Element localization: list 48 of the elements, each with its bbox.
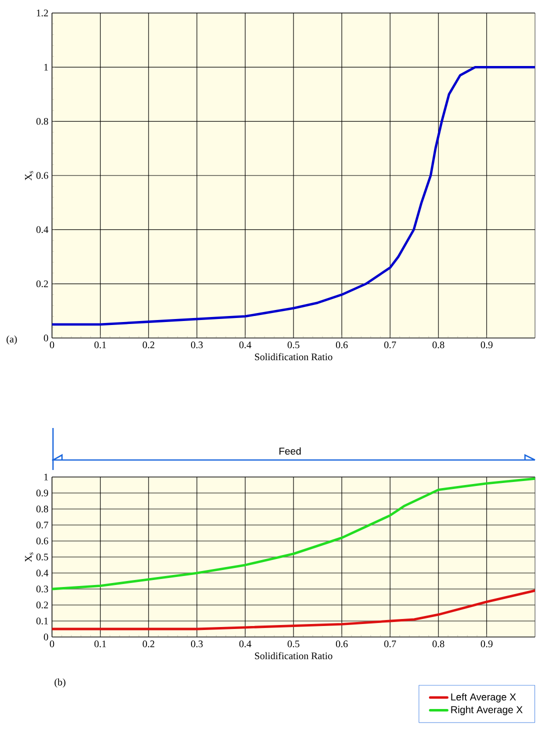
legend-label: Right Average X [451, 706, 523, 716]
y-axis-title: X$_{s}$ [25, 171, 34, 180]
x-tick-label: 0.5 [288, 342, 300, 348]
x-tick-label: 0.6 [336, 342, 348, 348]
y-tick-label: 0 [44, 634, 48, 640]
y-axis-title: X$_{s}$ [25, 552, 34, 562]
y-tick-label: 0.8 [36, 506, 48, 512]
x-tick-label: 0.6 [336, 640, 348, 648]
x-tick-label: 0.1 [94, 640, 106, 648]
y-tick-label: 1 [44, 64, 48, 70]
x-tick-label: 0.1 [94, 342, 106, 348]
x-tick-label: 0.8 [432, 342, 444, 348]
x-tick-label: 0.5 [288, 640, 300, 648]
x-axis-title: Solidification Ratio [255, 652, 332, 660]
y-tick-label: 0 [44, 334, 48, 342]
text: Feed [280, 447, 301, 455]
x-tick-label: 0.2 [142, 640, 154, 648]
x-tick-label: 0.4 [240, 640, 252, 648]
legend-label: Left Average X [451, 693, 516, 702]
x-axis-title: Solidification Ratio [255, 353, 332, 360]
x-tick-label: 0.4 [240, 342, 252, 348]
x-tick-label: 0.3 [191, 640, 203, 648]
y-tick-label: 0.2 [36, 602, 48, 608]
y-tick-label: 0.4 [36, 226, 48, 234]
y-tick-label: 0.8 [36, 118, 48, 125]
y-tick-label: 0.7 [36, 522, 48, 528]
y-tick-label: 0.6 [36, 172, 48, 179]
y-tick-label: 1.2 [37, 10, 48, 16]
y-tick-label: 0.1 [36, 618, 48, 624]
x-tick-label: 0.8 [432, 640, 444, 648]
x-tick-label: 0.9 [481, 640, 493, 648]
text: (b) [54, 678, 66, 688]
y-tick-label: 0.5 [36, 554, 48, 560]
y-tick-label: 0.9 [36, 490, 48, 496]
y-tick-label: 0.3 [36, 586, 48, 592]
x-tick-label: 0.2 [142, 342, 154, 348]
x-tick-label: 0 [50, 640, 54, 648]
y-tick-label: 0.6 [36, 538, 48, 544]
x-tick-label: 0.7 [384, 342, 396, 348]
x-tick-label: 0.3 [191, 342, 203, 348]
y-tick-label: 0.4 [36, 570, 48, 576]
x-tick-label: 0.9 [481, 342, 493, 348]
y-tick-label: 1 [44, 474, 48, 480]
y-tick-label: 0.2 [36, 280, 48, 288]
text: (a) [6, 335, 17, 345]
line-series [52, 477, 536, 590]
x-tick-label: 0.7 [384, 640, 396, 648]
x-tick-label: 0 [50, 342, 54, 348]
